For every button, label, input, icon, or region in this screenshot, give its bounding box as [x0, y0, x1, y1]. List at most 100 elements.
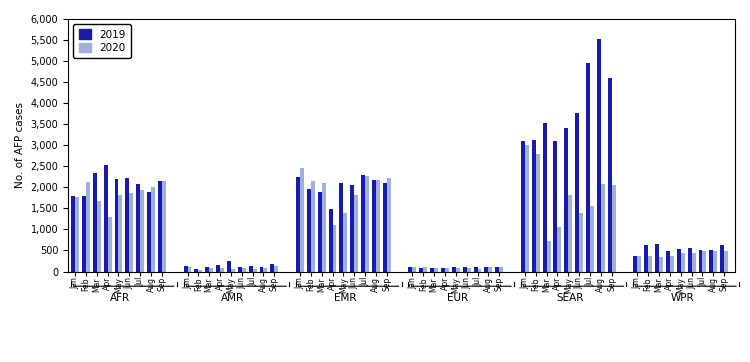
Bar [434, 268, 438, 272]
Bar [93, 173, 97, 272]
Bar [118, 195, 122, 272]
Bar [125, 178, 129, 272]
Text: AMR: AMR [221, 292, 245, 303]
Bar [86, 182, 90, 272]
Bar [698, 250, 703, 272]
Bar [216, 265, 220, 272]
Bar [242, 268, 246, 272]
Bar [162, 181, 166, 272]
Y-axis label: No. of AFP cases: No. of AFP cases [15, 102, 25, 188]
Bar [441, 268, 445, 272]
Bar [473, 267, 478, 272]
Bar [488, 267, 492, 272]
Bar [430, 268, 434, 272]
Legend: 2019, 2020: 2019, 2020 [74, 24, 131, 58]
Bar [478, 269, 482, 272]
Bar [655, 244, 659, 272]
Bar [322, 183, 326, 272]
Bar [554, 141, 557, 272]
Bar [354, 195, 358, 272]
Bar [568, 195, 572, 272]
Bar [463, 267, 466, 272]
Bar [484, 267, 488, 272]
Bar [382, 183, 387, 272]
Bar [147, 192, 151, 272]
Bar [597, 39, 601, 272]
Bar [249, 266, 253, 272]
Bar [129, 193, 134, 272]
Bar [409, 267, 413, 272]
Bar [115, 179, 118, 272]
Text: WPR: WPR [671, 292, 694, 303]
Bar [350, 185, 354, 272]
Bar [495, 267, 500, 272]
Bar [340, 183, 344, 272]
Bar [75, 197, 79, 272]
Bar [500, 267, 503, 272]
Bar [586, 63, 590, 272]
Bar [97, 201, 100, 272]
Bar [612, 185, 616, 272]
Bar [521, 141, 525, 272]
Bar [227, 261, 231, 272]
Bar [184, 266, 188, 272]
Bar [263, 268, 268, 272]
Bar [445, 268, 449, 272]
Bar [158, 181, 162, 272]
Bar [238, 267, 242, 272]
Bar [151, 187, 155, 272]
Bar [104, 165, 107, 272]
Text: EUR: EUR [447, 292, 468, 303]
Bar [188, 267, 191, 272]
Bar [365, 176, 369, 272]
Bar [328, 209, 332, 272]
Bar [260, 267, 263, 272]
Bar [194, 269, 198, 272]
Text: SEAR: SEAR [556, 292, 584, 303]
Bar [318, 191, 322, 272]
Bar [82, 196, 86, 272]
Bar [638, 256, 641, 272]
Bar [547, 241, 550, 272]
Bar [579, 212, 583, 272]
Bar [710, 250, 713, 272]
Bar [419, 268, 423, 272]
Bar [670, 256, 674, 272]
Bar [466, 268, 471, 272]
Bar [413, 267, 416, 272]
Bar [557, 227, 562, 272]
Bar [423, 267, 427, 272]
Text: AFR: AFR [110, 292, 130, 303]
Bar [376, 180, 380, 272]
Bar [387, 178, 391, 272]
Text: EMR: EMR [334, 292, 356, 303]
Bar [543, 123, 547, 272]
Bar [456, 268, 460, 272]
Bar [140, 190, 144, 272]
Bar [231, 269, 235, 272]
Bar [307, 189, 310, 272]
Bar [564, 129, 568, 272]
Bar [71, 196, 75, 272]
Bar [206, 267, 209, 272]
Bar [676, 249, 681, 272]
Bar [648, 256, 652, 272]
Bar [209, 268, 213, 272]
Bar [525, 145, 529, 272]
Bar [713, 251, 717, 272]
Bar [659, 257, 663, 272]
Bar [107, 217, 112, 272]
Bar [300, 168, 304, 272]
Bar [296, 177, 300, 272]
Bar [692, 253, 695, 272]
Bar [220, 268, 224, 272]
Bar [344, 212, 347, 272]
Bar [372, 180, 376, 272]
Bar [271, 264, 274, 272]
Bar [198, 270, 202, 272]
Bar [724, 251, 728, 272]
Bar [452, 267, 456, 272]
Bar [644, 245, 648, 272]
Bar [608, 78, 612, 272]
Bar [274, 266, 278, 272]
